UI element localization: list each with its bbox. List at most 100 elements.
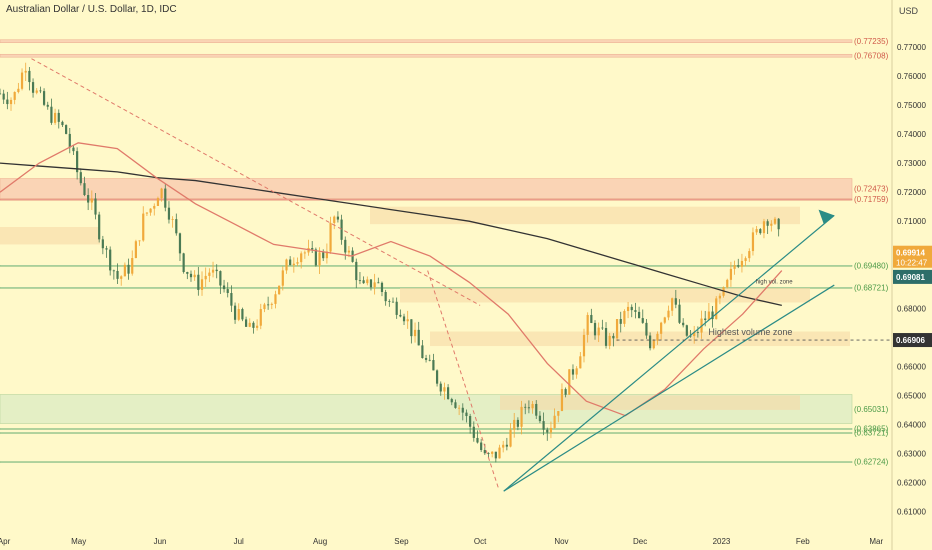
candle-body: [20, 72, 24, 89]
candle-body: [461, 407, 464, 413]
y-tick-label: 0.65000: [897, 391, 926, 400]
zone-label: (0.77235): [854, 37, 889, 46]
candle-body: [637, 311, 641, 319]
candle-body: [707, 311, 710, 320]
candle-body: [311, 248, 314, 250]
uptrend-line-lower: [503, 284, 835, 492]
candle-body: [406, 319, 409, 322]
candle-body: [13, 92, 16, 100]
candle-body: [189, 273, 193, 278]
candle-body: [344, 239, 347, 253]
candle-body: [645, 322, 648, 336]
demand-block: [400, 287, 810, 303]
candle-body: [142, 213, 145, 241]
candle-body: [145, 212, 149, 214]
high-vol-zone-label: high vol. zone: [756, 280, 794, 286]
y-tick-label: 0.62000: [897, 478, 926, 487]
candle-body: [42, 91, 46, 105]
candle-body: [149, 208, 152, 213]
candle-body: [505, 444, 508, 447]
candle-body: [399, 314, 402, 317]
candle-body: [318, 252, 321, 266]
candle-body: [704, 318, 707, 320]
candle-body: [336, 216, 340, 220]
candle-body: [693, 332, 696, 337]
candle-body: [410, 319, 413, 337]
candle-body: [219, 271, 222, 286]
candle-body: [472, 426, 475, 438]
candle-body: [230, 293, 233, 306]
candle-body: [571, 369, 575, 375]
candle-body: [641, 318, 644, 323]
candle-body: [476, 437, 479, 443]
candle-body: [193, 274, 196, 278]
candle-body: [535, 403, 538, 416]
candle-body: [369, 279, 373, 288]
candle-body: [208, 272, 211, 276]
candle-body: [770, 223, 773, 226]
candle-body: [46, 104, 49, 107]
zone-band: [0, 432, 853, 434]
candle-body: [171, 219, 174, 220]
candle-body: [718, 295, 721, 299]
candle-body: [131, 258, 134, 274]
candle-body: [325, 251, 328, 259]
x-tick-label: Nov: [554, 537, 568, 546]
candle-body: [123, 264, 126, 277]
zone-band: [0, 178, 853, 199]
y-tick-label: 0.75000: [897, 101, 926, 110]
candle-body: [278, 285, 281, 295]
candle-body: [160, 188, 163, 199]
candle-body: [116, 270, 119, 279]
current-price-badge: 0.69914: [896, 249, 925, 258]
candle-body: [109, 249, 112, 271]
candle-body: [777, 218, 780, 230]
candle-body: [153, 205, 156, 209]
candle-body: [483, 450, 486, 454]
candle-body: [546, 429, 549, 433]
candle-body: [101, 239, 104, 249]
candle-body: [6, 99, 9, 105]
candle-body: [252, 322, 255, 328]
candle-body: [355, 261, 358, 281]
demand-block: [0, 227, 100, 245]
x-tick-label: 2023: [713, 537, 731, 546]
candle-body: [726, 279, 729, 288]
zone-label: (0.71759): [854, 195, 889, 204]
candle-body: [384, 291, 387, 302]
zone-label: (0.63865): [854, 424, 889, 433]
candle-body: [469, 416, 472, 427]
candle-body: [597, 327, 600, 336]
candle-body: [549, 427, 553, 433]
candle-body: [553, 415, 556, 428]
demand-block: [430, 331, 850, 347]
zone-label: (0.69480): [854, 261, 889, 270]
candle-body: [274, 294, 277, 304]
current-price-badge-bg: [893, 245, 932, 268]
candle-body: [17, 88, 20, 93]
candle-body: [480, 442, 483, 451]
candle-body: [292, 263, 295, 266]
candle-body: [138, 240, 141, 242]
candle-body: [134, 241, 137, 259]
candle-body: [667, 310, 670, 318]
x-tick-label: Mar: [869, 537, 883, 546]
candle-body: [520, 406, 523, 427]
candle-body: [413, 329, 417, 337]
zone-label: (0.68721): [854, 283, 889, 292]
y-tick-label: 0.73000: [897, 159, 926, 168]
candle-body: [256, 325, 259, 328]
candle-body: [215, 269, 218, 272]
candle-body: [50, 106, 53, 123]
candle-body: [296, 262, 299, 264]
candle-body: [619, 319, 622, 324]
candle-body: [590, 314, 593, 323]
candle-body: [751, 232, 755, 252]
candle-body: [685, 325, 688, 336]
candle-body: [373, 282, 376, 288]
prev-close-badge: 0.69081: [896, 273, 925, 282]
demand-block: [500, 395, 800, 410]
candle-body: [513, 419, 516, 430]
candle-body: [285, 259, 288, 271]
